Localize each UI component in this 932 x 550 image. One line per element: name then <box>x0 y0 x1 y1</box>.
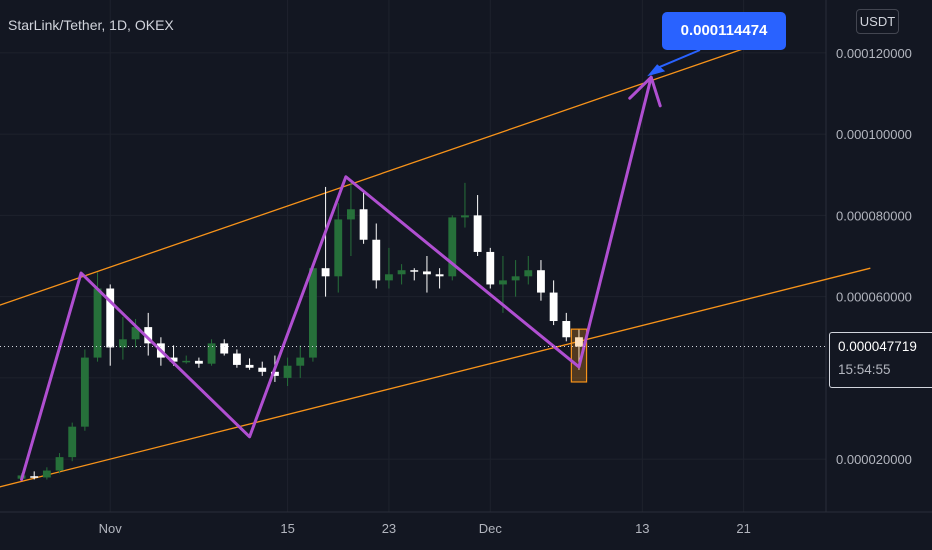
price-tick-label: 0.000020000 <box>836 452 912 467</box>
highlight-box <box>570 328 588 383</box>
candle-body <box>385 274 393 281</box>
candle-body <box>42 470 51 478</box>
candle-body <box>80 357 89 427</box>
candle-body <box>194 360 203 364</box>
candle-body <box>435 274 444 277</box>
candle-body <box>55 457 64 471</box>
channel-lines[interactable] <box>0 48 871 493</box>
currency-badge[interactable]: USDT <box>856 9 899 34</box>
grid-lines <box>0 0 826 512</box>
time-tick-label: 23 <box>382 521 396 536</box>
candle-body <box>410 270 419 272</box>
candle-body <box>232 353 241 365</box>
candle-body <box>575 337 583 347</box>
time-tick-label: 21 <box>736 521 750 536</box>
candle-body <box>169 357 178 362</box>
candle-body <box>537 270 545 293</box>
candle-body <box>308 268 317 358</box>
candle-body <box>372 239 381 281</box>
time-tick-label: 15 <box>280 521 294 536</box>
candle-body <box>334 219 343 277</box>
candle-body <box>30 476 39 478</box>
candle-body <box>68 426 77 458</box>
candle-body <box>321 268 330 277</box>
projection-arrow-head <box>628 75 662 108</box>
candle-body <box>118 339 127 348</box>
time-tick-label: Nov <box>99 521 123 536</box>
candle-body <box>93 288 102 358</box>
candle-body <box>359 209 368 240</box>
candle-body <box>346 209 355 220</box>
candle-body <box>144 327 153 344</box>
candle-body <box>182 360 191 363</box>
price-axis-labels: 0.0000200000.0000400000.0000600000.00008… <box>836 46 912 467</box>
candle-body <box>131 327 140 340</box>
candle-body <box>283 365 292 378</box>
candles <box>17 182 583 481</box>
candle-body <box>511 276 520 281</box>
zigzag-path <box>20 75 653 481</box>
callout-connector <box>658 49 701 69</box>
price-tick-label: 0.000120000 <box>836 46 912 61</box>
time-tick-label: Dec <box>479 521 503 536</box>
target-price-callout[interactable]: 0.000114474 <box>662 12 786 50</box>
candle-body <box>296 357 305 366</box>
channel-line-lower <box>0 267 871 488</box>
candle-body <box>106 288 115 348</box>
candle-body <box>220 343 229 354</box>
candle-body <box>524 270 533 277</box>
candle-body <box>461 215 469 218</box>
callout-pointer <box>647 64 666 77</box>
candle-body <box>549 292 558 322</box>
candle-body <box>397 270 406 275</box>
candle-body <box>448 217 457 277</box>
price-tick-label: 0.000080000 <box>836 208 912 223</box>
highlight-box-layer[interactable] <box>570 328 588 383</box>
candle-body <box>499 280 507 285</box>
bar-countdown: 15:54:55 <box>838 362 891 377</box>
candle-body <box>245 364 254 368</box>
candle-body <box>270 371 279 376</box>
price-tick-label: 0.000100000 <box>836 127 912 142</box>
symbol-title[interactable]: StarLink/Tether, 1D, OKEX <box>8 17 174 33</box>
candle-body <box>562 321 571 338</box>
channel-line-upper <box>0 48 744 306</box>
candle-body <box>207 343 216 364</box>
candle-body <box>473 215 482 252</box>
time-tick-label: 13 <box>635 521 649 536</box>
candle-body <box>258 367 267 372</box>
candle-body <box>486 251 495 285</box>
current-price-value: 0.000047719 <box>838 339 917 354</box>
price-tick-label: 0.000060000 <box>836 290 912 305</box>
candle-body <box>423 271 431 275</box>
current-price-label: 0.000047719 15:54:55 <box>829 332 932 388</box>
time-axis-labels: Nov 15 23 Dec 13 21 <box>99 521 751 536</box>
zigzag-projection[interactable] <box>20 49 701 481</box>
